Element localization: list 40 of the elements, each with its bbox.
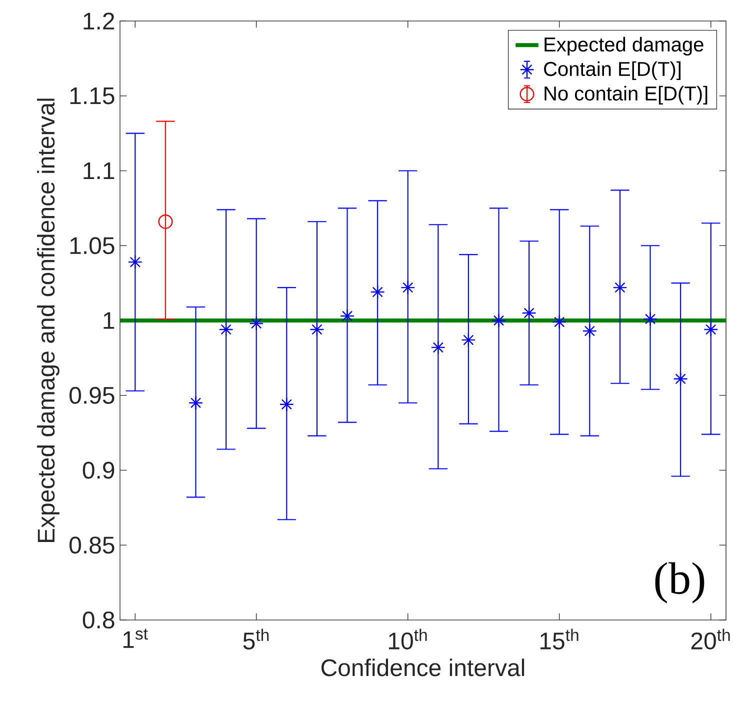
point bbox=[491, 313, 506, 328]
point bbox=[340, 308, 355, 324]
x-tick-label: 20$^{th}$ bbox=[691, 628, 730, 650]
annotation: (b) bbox=[655, 562, 704, 604]
point bbox=[612, 280, 628, 295]
point bbox=[310, 322, 324, 337]
y-tick-label: 0.95 bbox=[70, 386, 114, 404]
y-tick-label: 0.8 bbox=[82, 611, 114, 628]
x-tick-label: 10$^{th}$ bbox=[388, 628, 427, 650]
point bbox=[582, 324, 597, 338]
point bbox=[552, 314, 567, 330]
point bbox=[704, 322, 718, 337]
point bbox=[188, 396, 204, 410]
point bbox=[461, 332, 476, 348]
legend-label: No contain E[D(T)] bbox=[544, 86, 708, 105]
point bbox=[673, 372, 688, 386]
y-tick-label: 1.2 bbox=[84, 12, 114, 30]
point bbox=[430, 340, 446, 355]
point bbox=[279, 397, 294, 412]
y-tick-label: 1 bbox=[104, 312, 114, 329]
point bbox=[370, 284, 385, 300]
point bbox=[249, 316, 264, 331]
point bbox=[400, 280, 416, 295]
point bbox=[218, 322, 234, 337]
y-tick-label: 1.05 bbox=[70, 237, 114, 254]
y-axis-title: Expected damage and confidence interval bbox=[37, 98, 60, 542]
x-tick-label: 15$^{th}$ bbox=[540, 628, 578, 650]
point bbox=[642, 312, 658, 326]
y-tick-label: 0.9 bbox=[82, 462, 114, 479]
x-tick-label: 5$^{th}$ bbox=[243, 628, 269, 650]
point bbox=[522, 306, 536, 320]
point bbox=[128, 254, 142, 270]
legend-label: Contain E[D(T)] bbox=[544, 61, 680, 80]
point bbox=[158, 214, 173, 229]
x-axis-title: Confidence interval bbox=[321, 658, 524, 676]
y-tick-label: 0.85 bbox=[70, 536, 114, 554]
y-tick-label: 1.1 bbox=[84, 162, 114, 179]
y-tick-label: 1.15 bbox=[70, 87, 114, 104]
legend-label: Expected damage bbox=[544, 36, 704, 56]
x-tick-label: 1$^{st}$ bbox=[123, 628, 148, 648]
